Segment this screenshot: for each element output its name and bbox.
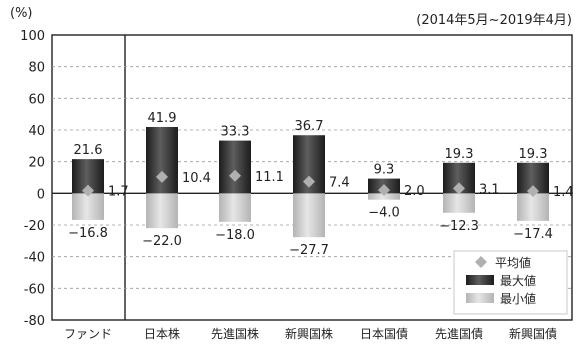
max-value-label: 19.3	[445, 147, 474, 162]
avg-marker	[303, 175, 315, 188]
min-value-label: −4.0	[368, 206, 400, 221]
x-tick-label: 先進国債	[435, 326, 483, 341]
legend-avg-label: 平均値	[495, 255, 531, 270]
x-tick-label: 新興国株	[285, 326, 333, 341]
legend-avg-marker	[475, 256, 487, 268]
bar-max	[219, 140, 251, 194]
y-unit-label: (%)	[10, 6, 33, 21]
min-value-label: −27.7	[289, 243, 329, 258]
max-value-label: 21.6	[74, 143, 103, 158]
bar-min	[443, 193, 475, 213]
y-tick-label: -80	[24, 314, 45, 329]
max-value-label: 36.7	[295, 119, 324, 134]
bar-min	[72, 193, 104, 220]
x-tick-label: 日本株	[144, 326, 180, 341]
legend-min-swatch	[466, 293, 494, 303]
bar-min	[146, 193, 178, 229]
y-tick-label: 20	[28, 156, 45, 171]
bar-min	[219, 193, 251, 222]
avg-value-label: 7.4	[329, 176, 350, 191]
x-tick-label: 先進国株	[211, 326, 259, 341]
max-value-label: 19.3	[519, 147, 548, 162]
average-markers	[82, 169, 539, 198]
min-value-label: −12.3	[439, 219, 479, 234]
plot-frame	[51, 34, 573, 321]
period-label: (2014年5月~2019年4月)	[416, 13, 572, 28]
y-tick-label: 80	[28, 61, 45, 76]
max-value-label: 33.3	[221, 125, 250, 140]
bar-min	[293, 193, 325, 238]
avg-marker	[453, 182, 465, 195]
bar-min	[368, 193, 400, 200]
y-tick-label: -20	[24, 219, 45, 234]
x-tick-label: 日本国債	[360, 326, 408, 341]
x-tick-labels: ファンド 日本株 先進国株 新興国株 日本国債 先進国債 新興国債	[64, 326, 557, 341]
min-value-label: −22.0	[142, 234, 182, 249]
y-tick-label: 60	[28, 92, 45, 107]
legend-max-swatch	[466, 275, 494, 285]
bars	[72, 126, 549, 238]
legend-max-label: 最大値	[500, 273, 536, 288]
avg-marker	[527, 185, 539, 198]
bar-max	[146, 126, 178, 194]
avg-marker	[82, 184, 94, 197]
y-tick-label: 0	[37, 187, 45, 202]
y-tick-labels: 100 80 60 40 20 0 -20 -40 -60 -80	[20, 29, 45, 329]
y-tick-label: -40	[24, 251, 45, 266]
min-value-label: −17.4	[513, 227, 553, 242]
avg-marker	[156, 170, 168, 183]
avg-value-label: 10.4	[182, 171, 211, 186]
max-value-label: 9.3	[374, 163, 395, 178]
avg-marker	[378, 184, 390, 197]
avg-value-label: 1.7	[108, 185, 129, 200]
x-tick-label: 新興国債	[509, 326, 557, 341]
min-value-label: −18.0	[215, 228, 255, 243]
x-tick-label: ファンド	[64, 327, 112, 341]
legend-min-label: 最小値	[500, 291, 536, 306]
value-labels: 21.6 −16.8 1.7 41.9 −22.0 10.4 33.3 −18.0 11.1 36…	[68, 111, 574, 258]
bar-min	[517, 193, 549, 221]
avg-marker	[229, 169, 241, 182]
avg-value-label: 1.4	[553, 185, 574, 200]
max-value-label: 41.9	[148, 111, 177, 126]
avg-value-label: 3.1	[479, 182, 500, 197]
min-value-label: −16.8	[68, 226, 108, 241]
y-tick-label: -60	[24, 282, 45, 297]
legend: 平均値 最大値 最小値	[453, 250, 568, 315]
y-tick-label: 40	[28, 124, 45, 139]
y-tick-label: 100	[20, 29, 45, 44]
avg-value-label: 2.0	[404, 184, 425, 199]
avg-value-label: 11.1	[255, 170, 284, 185]
